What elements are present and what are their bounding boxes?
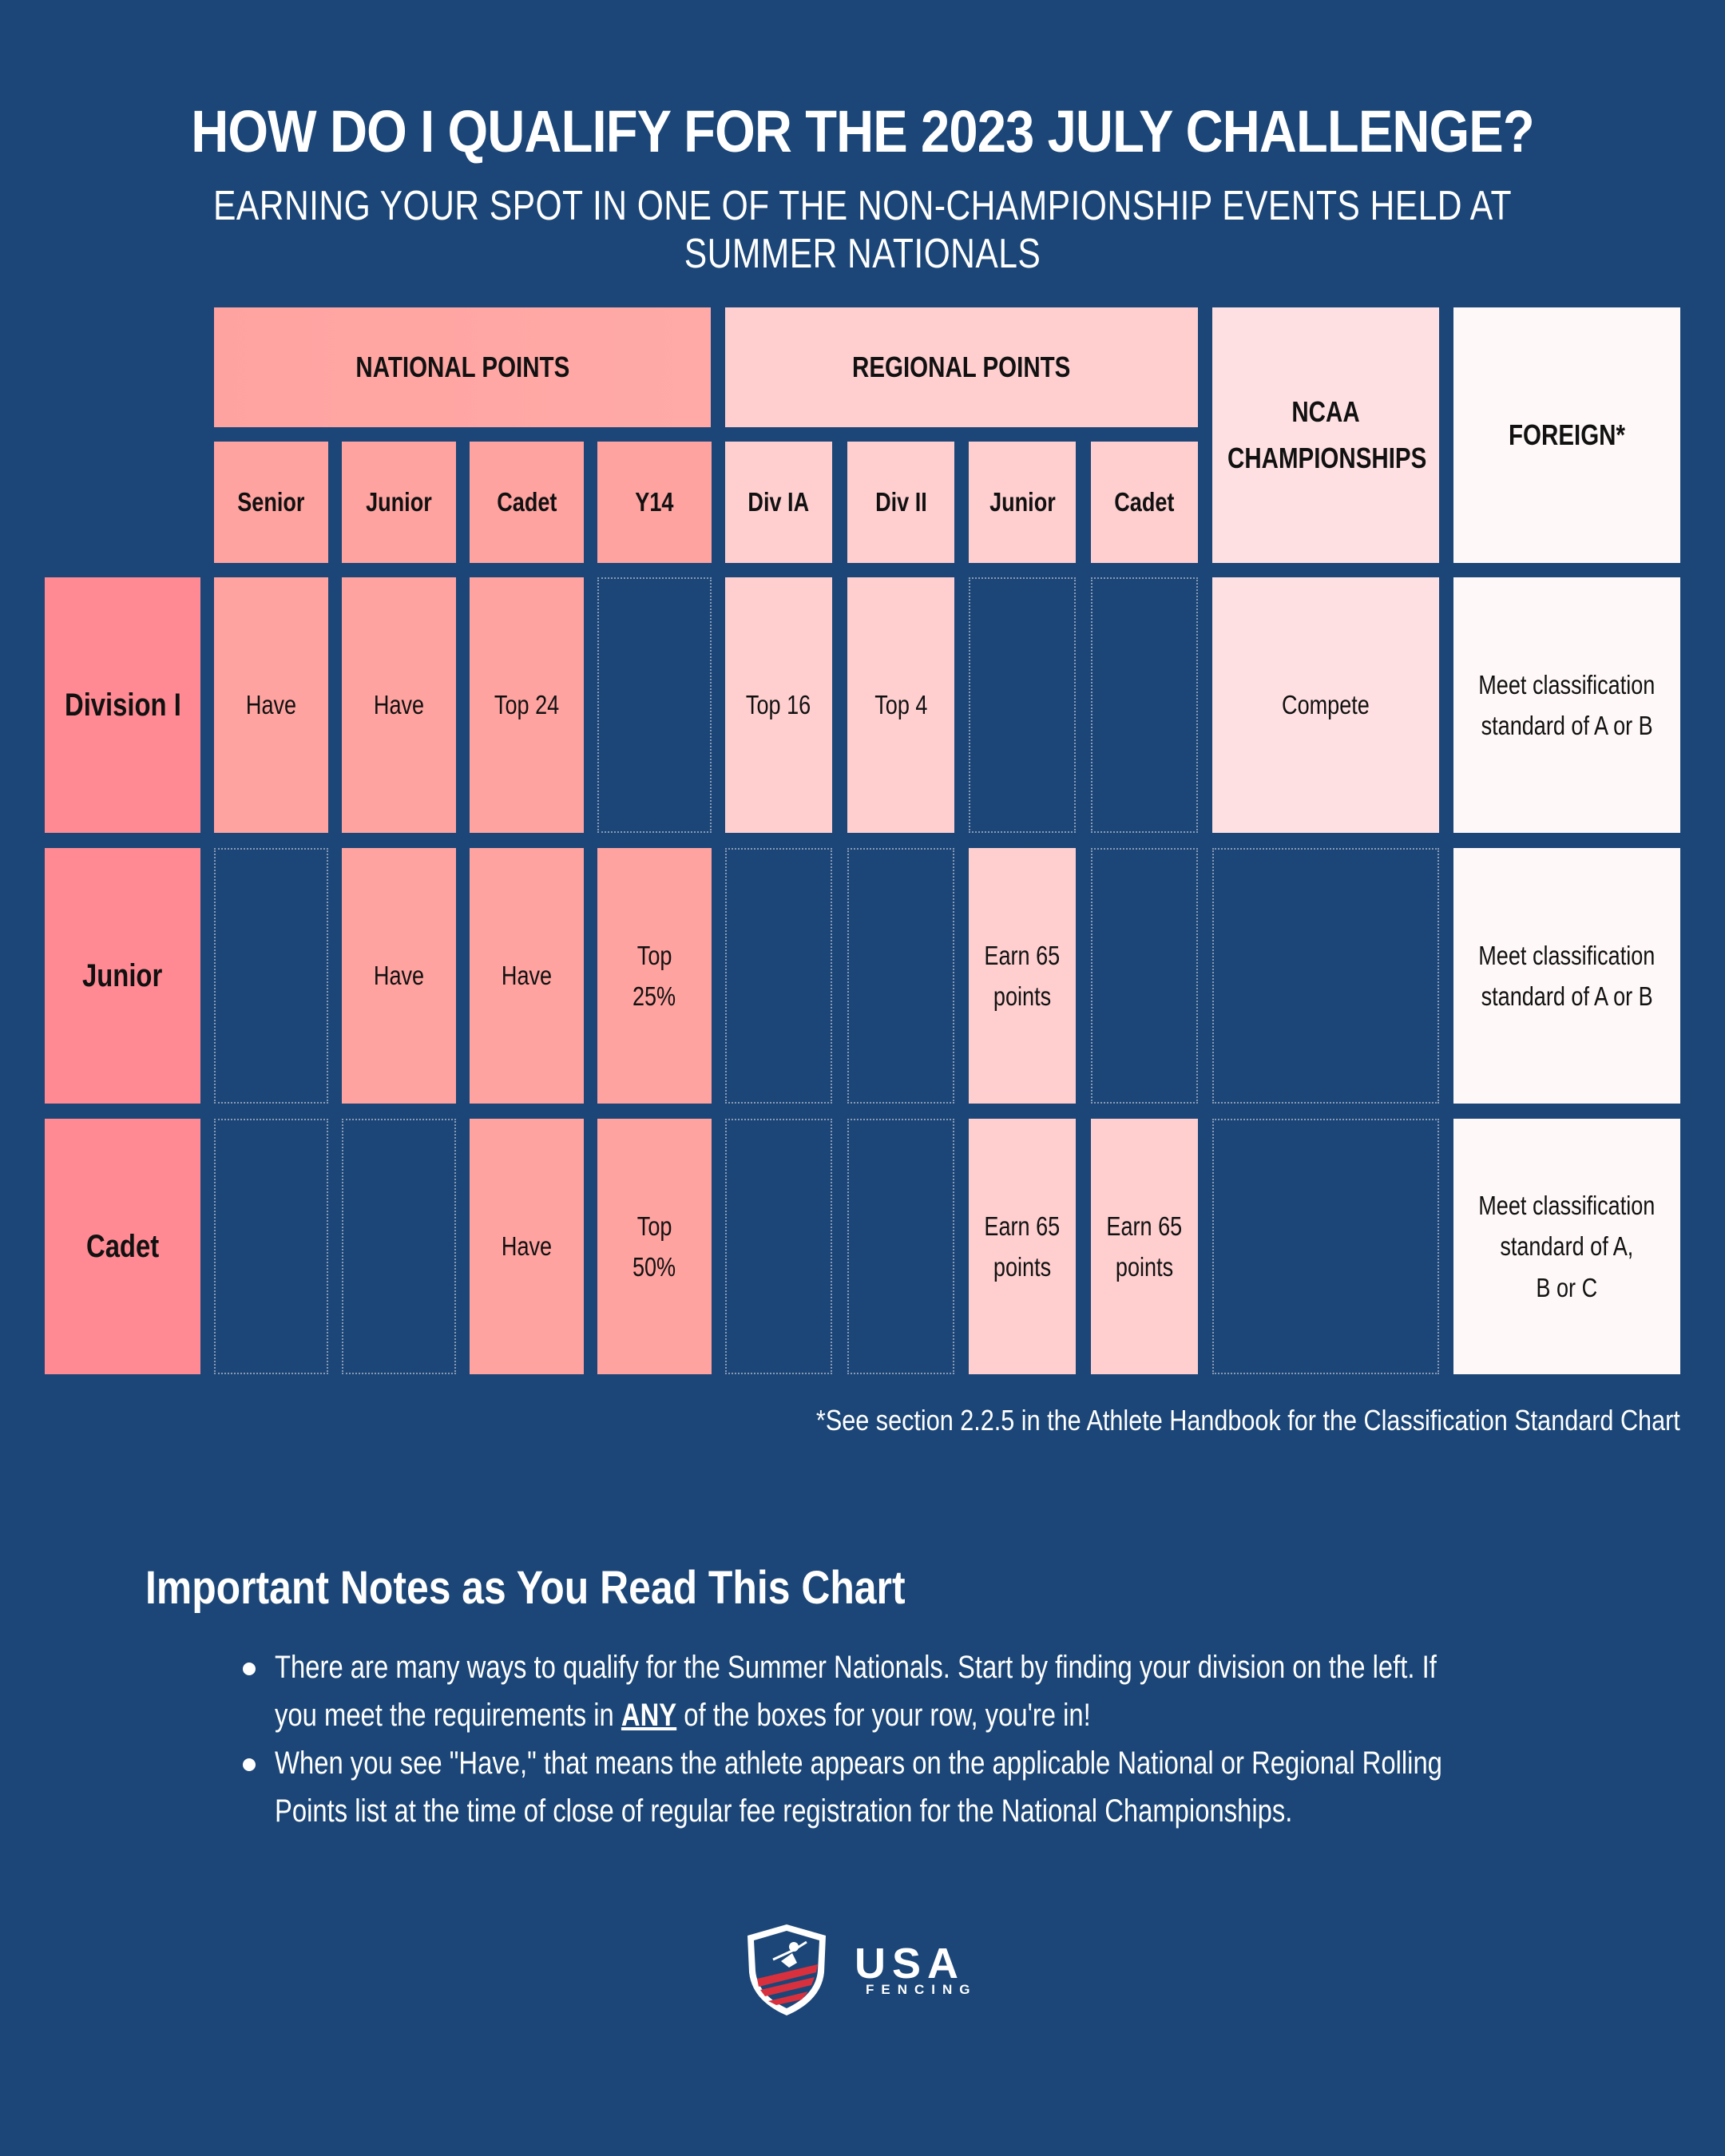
cell-junior-regional-cadet-empty <box>1091 848 1198 1104</box>
cell-div1-national-senior: Have <box>214 577 328 833</box>
cell-junior-national-senior-empty <box>214 848 328 1104</box>
cell-div1-foreign: Meet classification standard of A or B <box>1453 577 1680 833</box>
row-label-division-1: Division I <box>45 577 200 833</box>
cell-cadet-regional-div2-empty <box>847 1119 954 1374</box>
cell-cadet-regional-div1a-empty <box>725 1119 832 1374</box>
note-item: When you see "Have," that means the athl… <box>240 1739 1517 1835</box>
emphasis-any: ANY <box>621 1698 677 1733</box>
cell-cadet-national-cadet: Have <box>470 1119 584 1374</box>
column-header-regional-junior: Junior <box>969 442 1076 563</box>
cell-cadet-national-junior-empty <box>342 1119 456 1374</box>
note-item: There are many ways to qualify for the S… <box>240 1643 1517 1739</box>
notes-list: There are many ways to qualify for the S… <box>240 1643 1517 1835</box>
cell-junior-national-junior: Have <box>342 848 456 1104</box>
bullet-icon <box>243 1758 256 1771</box>
bullet-icon <box>243 1663 256 1675</box>
column-header-national-junior: Junior <box>342 442 456 563</box>
usa-fencing-shield-icon <box>748 1924 826 2015</box>
cell-junior-ncaa-empty <box>1212 848 1439 1104</box>
header-ncaa-championships: NCAA CHAMPIONSHIPS <box>1212 307 1439 563</box>
header-foreign: FOREIGN* <box>1453 307 1680 563</box>
cell-cadet-national-y14: Top 50% <box>597 1119 712 1374</box>
cell-junior-regional-div2-empty <box>847 848 954 1104</box>
cell-div1-regional-junior-empty <box>969 577 1076 833</box>
logo-usa-text: USA <box>855 1940 966 1988</box>
cell-cadet-regional-junior: Earn 65 points <box>969 1119 1076 1374</box>
cell-div1-national-y14-empty <box>597 577 712 833</box>
logo-fencing-text: FENCING <box>866 1982 978 1997</box>
cell-junior-regional-junior: Earn 65 points <box>969 848 1076 1104</box>
row-label-cadet: Cadet <box>45 1119 200 1374</box>
cell-cadet-ncaa-empty <box>1212 1119 1439 1374</box>
column-header-national-y14: Y14 <box>597 442 712 563</box>
header-regional-points: REGIONAL POINTS <box>725 307 1198 427</box>
cell-div1-national-junior: Have <box>342 577 456 833</box>
column-header-regional-cadet: Cadet <box>1091 442 1198 563</box>
cell-junior-national-cadet: Have <box>470 848 584 1104</box>
row-label-junior: Junior <box>45 848 200 1104</box>
cell-cadet-foreign: Meet classification standard of A, B or … <box>1453 1119 1680 1374</box>
page-subtitle: EARNING YOUR SPOT IN ONE OF THE NON-CHAM… <box>213 183 1512 277</box>
column-header-national-cadet: Cadet <box>470 442 584 563</box>
cell-div1-regional-div2: Top 4 <box>847 577 954 833</box>
page-title: HOW DO I QUALIFY FOR THE 2023 JULY CHALL… <box>191 98 1534 164</box>
cell-div1-regional-div1a: Top 16 <box>725 577 832 833</box>
table-footnote: *See section 2.2.5 in the Athlete Handbo… <box>816 1404 1680 1437</box>
column-header-regional-div1a: Div IA <box>725 442 832 563</box>
cell-cadet-regional-cadet: Earn 65 points <box>1091 1119 1198 1374</box>
cell-div1-ncaa: Compete <box>1212 577 1439 833</box>
cell-junior-foreign: Meet classification standard of A or B <box>1453 848 1680 1104</box>
notes-heading: Important Notes as You Read This Chart <box>145 1562 906 1614</box>
cell-div1-national-cadet: Top 24 <box>470 577 584 833</box>
header-national-points: NATIONAL POINTS <box>214 307 711 427</box>
cell-junior-regional-div1a-empty <box>725 848 832 1104</box>
cell-div1-regional-cadet-empty <box>1091 577 1198 833</box>
cell-junior-national-y14: Top 25% <box>597 848 712 1104</box>
cell-cadet-national-senior-empty <box>214 1119 328 1374</box>
column-header-regional-div2: Div II <box>847 442 954 563</box>
column-header-national-senior: Senior <box>214 442 328 563</box>
